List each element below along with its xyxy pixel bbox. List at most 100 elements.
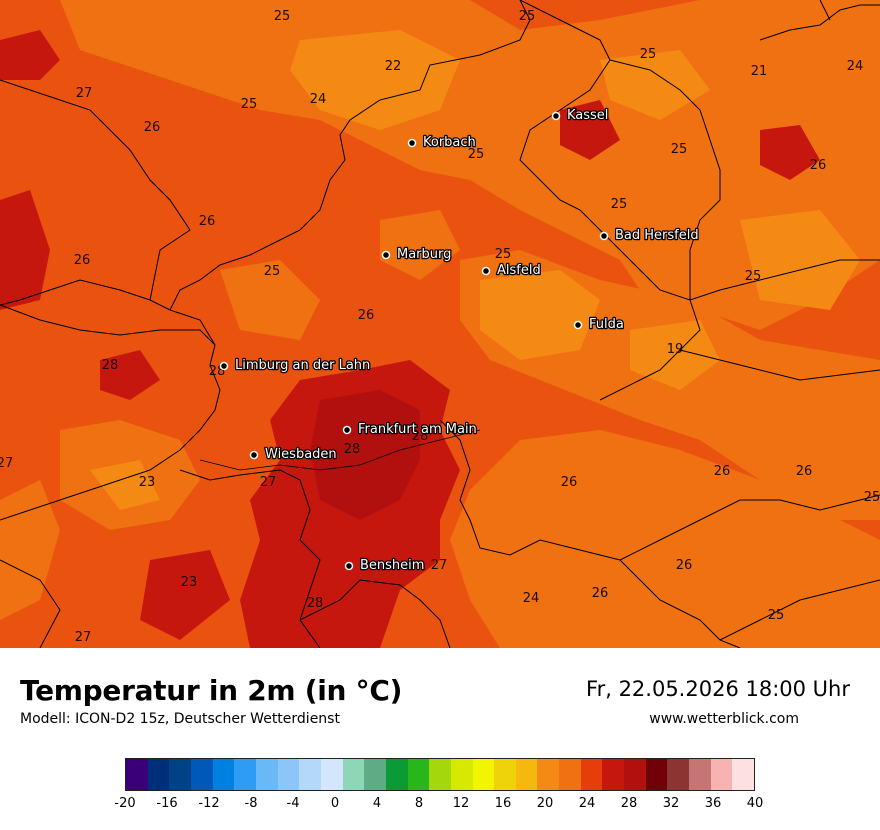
temperature-label: 25: [241, 97, 258, 112]
legend-swatch: [559, 759, 581, 790]
legend-swatch: [710, 759, 733, 790]
temperature-label: 28: [307, 596, 324, 611]
legend-tick-label: -8: [244, 796, 258, 811]
temperature-label: 26: [199, 214, 216, 229]
legend-swatch: [580, 759, 603, 790]
legend-swatch: [689, 759, 711, 790]
city-label: Limburg an der Lahn: [235, 358, 370, 373]
temperature-label: 26: [74, 253, 91, 268]
map-canvas: 25 22 24 25 27 26 25 21 24 25 25 25 26 25 26 25 26 25 25 26…: [0, 0, 880, 648]
legend-swatch: [255, 759, 278, 790]
legend-swatch: [602, 759, 625, 790]
legend-swatch: [342, 759, 365, 790]
field-30: [310, 390, 420, 520]
city-dot: [249, 450, 259, 460]
city-label: Korbach: [423, 135, 476, 150]
city-dot: [599, 231, 609, 241]
temperature-label: 23: [139, 475, 156, 490]
legend-tick-label: 8: [414, 796, 424, 811]
legend-tick-label: 4: [372, 796, 382, 811]
temperature-label: 27: [260, 475, 277, 490]
temperature-label: 26: [796, 464, 813, 479]
city-label: Kassel: [567, 108, 608, 123]
legend-swatch: [472, 759, 495, 790]
legend-tick-label: -16: [156, 796, 178, 811]
river-line: [199, 429, 481, 471]
legend-tick-label: 32: [662, 796, 680, 811]
legend-swatch: [537, 759, 560, 790]
legend-swatch: [667, 759, 690, 790]
temperature-label: 26: [810, 158, 827, 173]
temperature-labels: 25 22 24 25 27 26 25 21 24 25 25 25 26 25 26 25 26 25 25 26…: [0, 9, 880, 645]
legend-swatch: [515, 759, 538, 790]
temperature-label: 25: [671, 142, 688, 157]
temperature-label: 28: [412, 429, 429, 444]
temperature-label: 25: [768, 608, 785, 623]
legend-swatch: [169, 759, 191, 790]
temperature-label: 26: [714, 464, 731, 479]
city-label: Bensheim: [360, 558, 424, 573]
legend-swatch: [645, 759, 668, 790]
temperature-label: 28: [102, 358, 119, 373]
legend-ticks: -20 -16 -12 -8 -4 0 4 8 12 16 20 24 28 32 36 40: [114, 796, 763, 814]
temperature-label: 28: [344, 442, 361, 457]
temperature-label: 24: [523, 591, 540, 606]
temperature-label: 26: [144, 120, 161, 135]
city-markers: Kassel Korbach Bad Hersfeld Marburg Alsfeld F…: [219, 107, 700, 574]
city-dot: [551, 111, 561, 121]
city-dot: [344, 561, 354, 571]
legend-swatch: [364, 759, 386, 790]
temperature-label: 25: [468, 147, 485, 162]
city-label: Bad Hersfeld: [615, 228, 699, 243]
city-dot: [573, 320, 583, 330]
legend-tick-label: 36: [704, 796, 722, 811]
legend-swatch: [732, 759, 755, 790]
legend-swatch: [190, 759, 213, 790]
temperature-label: 22: [385, 59, 402, 74]
temperature-label: 25: [640, 47, 657, 62]
legend-swatch: [450, 759, 473, 790]
city-dot: [481, 266, 491, 276]
legend-swatch: [385, 759, 408, 790]
city-dot: [342, 425, 352, 435]
temperature-label: 25: [864, 490, 880, 505]
temperature-label: 25: [495, 247, 512, 262]
state-borders: [0, 0, 880, 648]
temperature-label: 24: [847, 59, 864, 74]
temperature-label: 25: [519, 9, 536, 24]
temperature-label: 27: [75, 630, 92, 645]
legend-swatch: [234, 759, 256, 790]
color-legend: [125, 758, 755, 791]
model-info: Modell: ICON-D2 15z, Deutscher Wetterdie…: [20, 711, 340, 727]
legend-tick-label: -4: [286, 796, 300, 811]
temperature-label: 21: [751, 64, 768, 79]
legend-swatch: [212, 759, 235, 790]
map-title: Temperatur in 2m (in °C): [20, 674, 403, 707]
legend-tick-label: 24: [578, 796, 596, 811]
city-dot: [219, 361, 229, 371]
legend-swatch: [407, 759, 430, 790]
city-label: Marburg: [397, 247, 451, 262]
legend-tick-label: -12: [198, 796, 220, 811]
temperature-label: 26: [358, 308, 375, 323]
legend-swatch: [429, 759, 451, 790]
temperature-label: 27: [76, 86, 93, 101]
legend-tick-label: 16: [494, 796, 512, 811]
legend-tick-label: 40: [746, 796, 764, 811]
temperature-label: 25: [274, 9, 291, 24]
legend-tick-label: -20: [114, 796, 136, 811]
footer: Temperatur in 2m (in °C) Modell: ICON-D2…: [0, 648, 880, 830]
legend-swatch: [624, 759, 646, 790]
forecast-datetime: Fr, 22.05.2026 18:00 Uhr: [586, 677, 850, 701]
city-label: Alsfeld: [497, 263, 541, 278]
legend-tick-label: 0: [330, 796, 340, 811]
website-link[interactable]: www.wetterblick.com: [649, 711, 799, 727]
city-dot: [407, 138, 417, 148]
temperature-label: 26: [676, 558, 693, 573]
temperature-label: 24: [310, 92, 327, 107]
temperature-label: 25: [611, 197, 628, 212]
temperature-label: 27: [431, 558, 448, 573]
city-label: Wiesbaden: [265, 447, 337, 462]
legend-swatch: [126, 759, 148, 790]
city-label: Fulda: [589, 317, 624, 332]
